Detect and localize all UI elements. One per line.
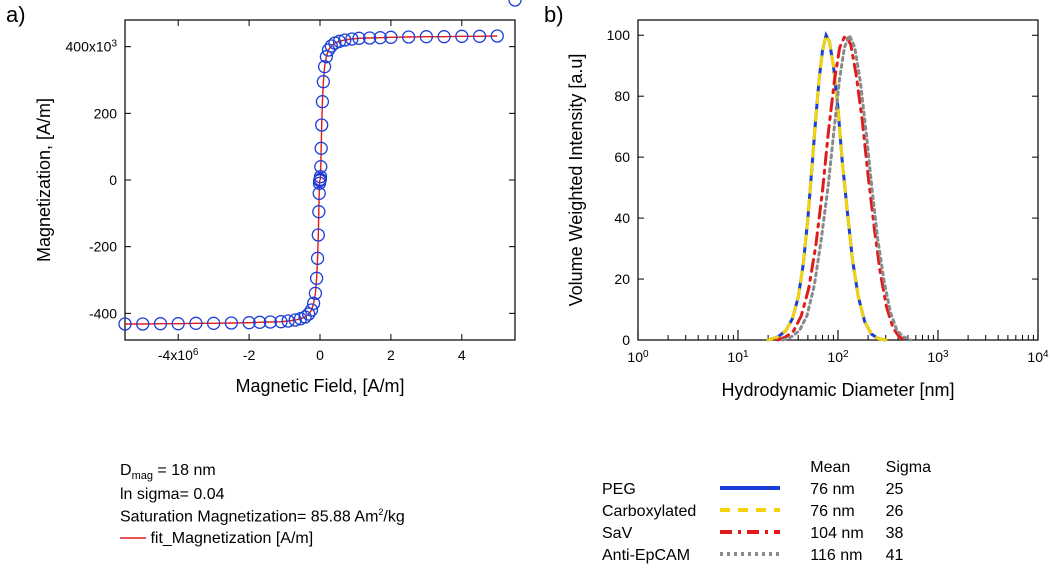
legend-row: PEG 76 nm25 (592, 480, 941, 500)
svg-text:20: 20 (614, 271, 630, 287)
annot-satmag: Saturation Magnetization= 85.88 Am2/kg (120, 506, 405, 528)
panel-a-label: a) (6, 2, 26, 28)
svg-text:0: 0 (622, 332, 630, 348)
svg-text:Volume Weighted Intensity [a.u: Volume Weighted Intensity [a.u] (566, 54, 586, 307)
svg-text:100: 100 (627, 349, 649, 366)
svg-text:0: 0 (109, 172, 117, 188)
svg-text:Magnetization, [A/m]: Magnetization, [A/m] (34, 98, 54, 262)
legend-row: Anti-EpCAM 116 nm41 (592, 546, 941, 566)
legend-mean: 104 nm (800, 524, 873, 544)
svg-text:60: 60 (614, 149, 630, 165)
legend-sigma: 41 (876, 546, 941, 566)
legend-mean: 116 nm (800, 546, 873, 566)
svg-text:100: 100 (607, 27, 631, 43)
svg-text:-400: -400 (89, 305, 117, 321)
legend-row: Carboxylated 76 nm26 (592, 502, 941, 522)
annot-dmag: Dmag = 18 nm (120, 460, 405, 484)
legend-swatch (708, 502, 798, 522)
svg-text:80: 80 (614, 88, 630, 104)
legend-series-name: SaV (592, 524, 706, 544)
legend-swatch (708, 480, 798, 500)
panel-a-annotation: Dmag = 18 nm ln sigma= 0.04 Saturation M… (120, 460, 405, 549)
svg-text:-2: -2 (243, 347, 256, 363)
svg-text:0: 0 (316, 347, 324, 363)
svg-text:400x103: 400x103 (66, 38, 118, 55)
svg-text:102: 102 (827, 349, 849, 366)
svg-text:104: 104 (1027, 349, 1049, 366)
legend-series-name: Carboxylated (592, 502, 706, 522)
legend-row: SaV 104 nm38 (592, 524, 941, 544)
svg-text:Magnetic Field, [A/m]: Magnetic Field, [A/m] (235, 376, 404, 396)
svg-text:101: 101 (727, 349, 749, 366)
legend-swatch (708, 546, 798, 566)
legend-sigma: 38 (876, 524, 941, 544)
legend-header-mean: Mean (800, 458, 873, 478)
legend-mean: 76 nm (800, 502, 873, 522)
magnetization-plot: -4x106 -2 0 2 4 -400 -200 0 200 400x103 Magnetic F… (30, 0, 530, 420)
dls-plot: 100 101 102 103 104 0 20 40 60 80 100 Hydrodynamic … (560, 0, 1050, 420)
legend-series-name: Anti-EpCAM (592, 546, 706, 566)
annot-lnsigma: ln sigma= 0.04 (120, 484, 405, 506)
legend-sigma: 25 (876, 480, 941, 500)
svg-text:200: 200 (94, 105, 118, 121)
panel-b-legend: MeanSigmaPEG76 nm25Carboxylated76 nm26Sa… (590, 456, 943, 568)
annot-fitline: fit_Magnetization [A/m] (120, 528, 405, 550)
legend-header-sigma: Sigma (876, 458, 941, 478)
legend-swatch (708, 524, 798, 544)
svg-text:40: 40 (614, 210, 630, 226)
svg-text:4: 4 (458, 347, 466, 363)
svg-text:-200: -200 (89, 239, 117, 255)
legend-series-name: PEG (592, 480, 706, 500)
legend-sigma: 26 (876, 502, 941, 522)
svg-text:103: 103 (927, 349, 949, 366)
svg-text:2: 2 (387, 347, 395, 363)
svg-text:Hydrodynamic Diameter [nm]: Hydrodynamic Diameter [nm] (721, 380, 954, 400)
legend-mean: 76 nm (800, 480, 873, 500)
svg-text:-4x106: -4x106 (158, 347, 199, 364)
